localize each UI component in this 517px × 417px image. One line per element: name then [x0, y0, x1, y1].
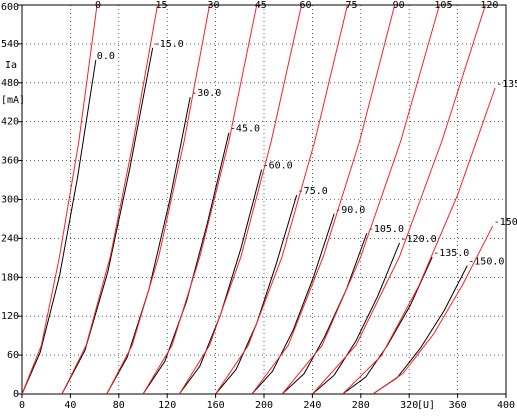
y-tick-label: 240	[1, 233, 19, 244]
curve-label: -105.0	[368, 224, 404, 235]
curve-label: -150.0	[468, 257, 504, 268]
curve	[215, 4, 348, 395]
curve-label: 0.0	[97, 51, 115, 62]
y-tick-label: 420	[1, 117, 19, 128]
curve	[372, 225, 494, 395]
curve	[251, 4, 396, 395]
x-tick-label: 80	[113, 400, 125, 411]
curve-label: -150	[494, 217, 517, 228]
x-tick-label: 200	[255, 400, 273, 411]
curve-label: -90	[387, 0, 405, 11]
y-tick-label: 60	[7, 350, 19, 361]
y-tick-label: 120	[1, 311, 19, 322]
curve	[61, 4, 159, 395]
curve-label: -75	[339, 0, 357, 11]
curve	[142, 4, 258, 395]
x-tick-label: 400	[497, 400, 515, 411]
curve	[142, 132, 230, 395]
curve-label: -75.0	[298, 186, 328, 197]
curve	[312, 242, 400, 395]
y-tick-label: 180	[1, 272, 19, 283]
curve	[342, 87, 496, 395]
curve-label: -15	[149, 0, 167, 11]
y-tick-label: 600	[1, 2, 19, 13]
curve	[106, 4, 211, 395]
y-axis-unit: [mA]	[1, 95, 25, 106]
curve	[21, 4, 98, 395]
x-tick-label: 360	[449, 400, 467, 411]
curve-label: -105	[428, 0, 452, 11]
plot-frame	[21, 4, 507, 395]
y-tick-label: 300	[1, 195, 19, 206]
x-tick-label: 40	[64, 400, 76, 411]
x-tick-label: 320	[400, 400, 418, 411]
curve	[281, 4, 440, 395]
curve-label: -60.0	[263, 161, 293, 172]
x-tick-label: 240	[303, 400, 321, 411]
x-tick-label: 0	[19, 400, 25, 411]
curve-label: -15.0	[154, 39, 184, 50]
curve-label: -45	[249, 0, 267, 11]
y-tick-label: 0	[13, 389, 19, 400]
curve	[281, 233, 368, 395]
x-tick-label: 160	[207, 400, 225, 411]
y-axis-label: Ia	[5, 60, 17, 71]
x-tick-label: 120	[158, 400, 176, 411]
curve-label: -120.0	[401, 234, 437, 245]
curve-label: 0	[95, 0, 101, 11]
curve-label: -120	[474, 0, 498, 11]
curve	[251, 213, 335, 395]
curve	[21, 60, 97, 395]
curve	[61, 47, 154, 395]
curve	[312, 4, 486, 395]
curve-label: -30	[202, 0, 220, 11]
x-tick-label: 280	[352, 400, 370, 411]
y-tick-label: 480	[1, 78, 19, 89]
curve-label: -90.0	[335, 205, 365, 216]
y-tick-label: 540	[1, 39, 19, 50]
curve-label: -45.0	[230, 124, 260, 135]
curve-label: -135	[496, 79, 517, 90]
curve-label: -60	[293, 0, 311, 11]
curve	[178, 4, 302, 395]
curve-label: -135.0	[433, 248, 469, 259]
curve-label: -30.0	[191, 88, 221, 99]
x-axis-label: [U]	[417, 400, 435, 411]
y-tick-label: 360	[1, 156, 19, 167]
